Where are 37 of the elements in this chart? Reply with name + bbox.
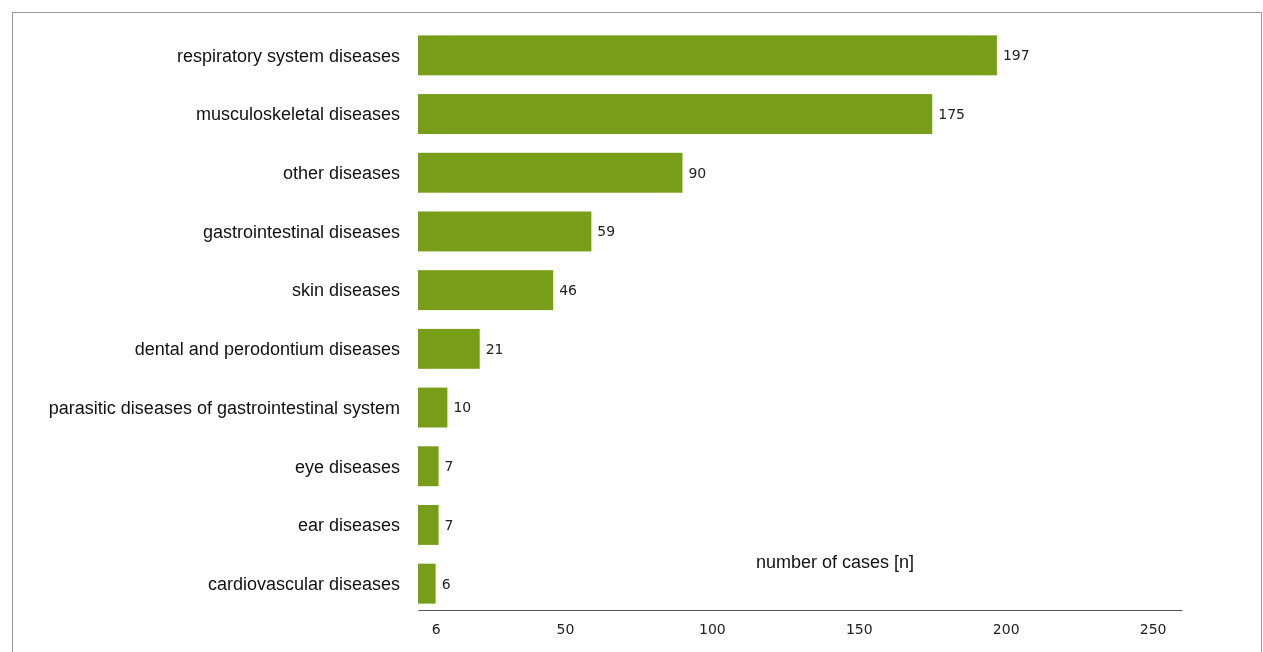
x-tick-label: 200 xyxy=(992,620,1020,637)
x-tick-label: 50 xyxy=(556,620,575,637)
data-label: 46 xyxy=(559,282,578,299)
y-tick-label: other diseases xyxy=(282,163,400,184)
x-tick-label: 6 xyxy=(431,620,441,637)
x-tick-label: 250 xyxy=(1139,620,1167,637)
data-label: 21 xyxy=(485,340,504,357)
bar xyxy=(418,35,997,76)
x-tick-label: 100 xyxy=(698,620,726,637)
bar xyxy=(418,504,439,545)
data-label: 7 xyxy=(444,516,454,533)
bar xyxy=(418,152,683,193)
bar xyxy=(418,270,554,311)
bar xyxy=(418,387,448,428)
data-label: 10 xyxy=(453,399,472,416)
data-label: 197 xyxy=(1002,47,1030,64)
data-label: 90 xyxy=(688,164,707,181)
bar xyxy=(418,563,436,604)
y-tick-label: parasitic diseases of gastrointestinal system xyxy=(48,397,400,418)
data-label: 6 xyxy=(441,575,451,592)
y-tick-label: skin diseases xyxy=(291,280,400,301)
data-label: 59 xyxy=(597,223,616,240)
y-tick-label: gastrointestinal diseases xyxy=(202,221,400,242)
data-label: 175 xyxy=(938,105,965,122)
y-tick-label: respiratory system diseases xyxy=(176,45,400,66)
bar xyxy=(418,446,439,487)
data-label: 7 xyxy=(444,458,454,475)
y-tick-label: musculoskeletal diseases xyxy=(195,104,400,125)
x-axis-title: number of cases [n] xyxy=(755,552,915,572)
y-tick-label: dental and perodontium diseases xyxy=(134,339,400,360)
bar xyxy=(418,211,592,252)
y-tick-label: ear diseases xyxy=(297,515,400,536)
bar xyxy=(418,94,933,135)
bar xyxy=(418,328,480,369)
y-tick-label: cardiovascular diseases xyxy=(207,573,400,594)
x-tick-label: 150 xyxy=(845,620,873,637)
y-tick-label: eye diseases xyxy=(294,456,400,477)
